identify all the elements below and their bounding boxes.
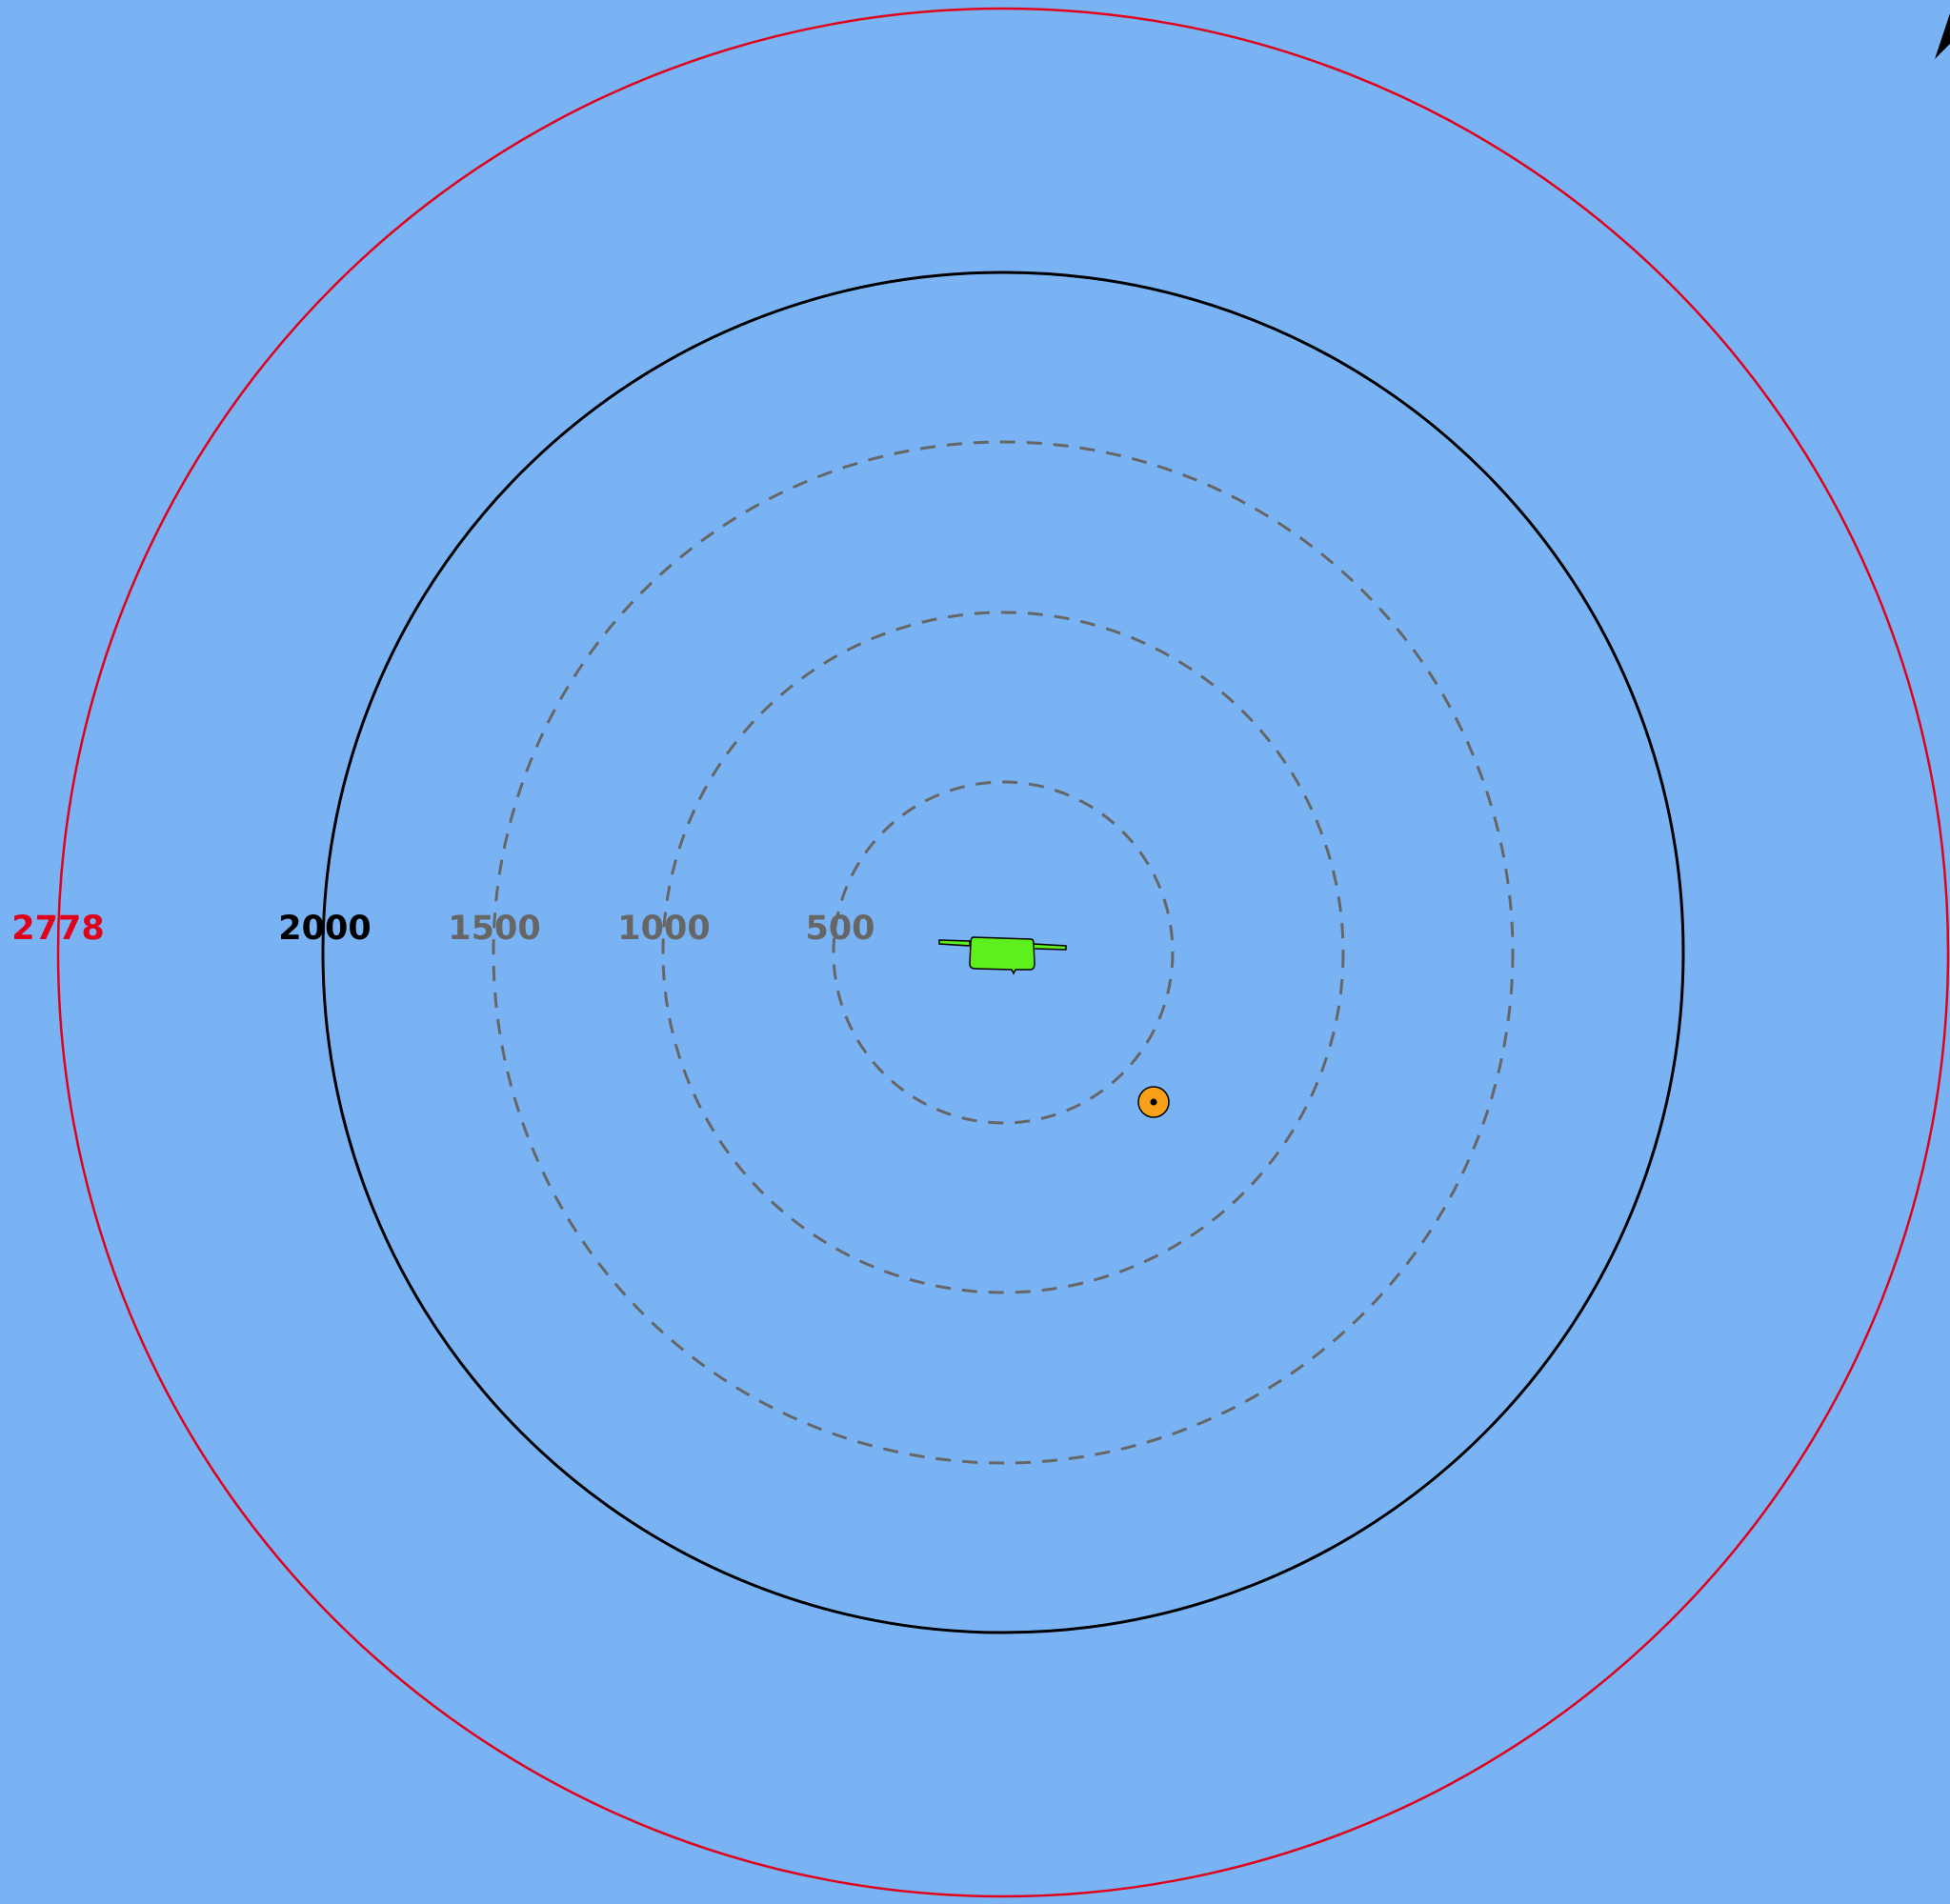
range-label-1500: 1500 (448, 910, 540, 948)
vessel-left-boom (938, 939, 971, 947)
range-rings (56, 7, 1950, 1898)
north-arrow-icon[interactable] (1935, 13, 1950, 59)
vessel-icon[interactable] (938, 936, 1067, 975)
vessel-hull (969, 936, 1035, 975)
range-label-500: 500 (805, 910, 874, 948)
range-ring-1500 (492, 440, 1515, 1465)
range-ring-500 (832, 780, 1175, 1125)
buoy-center-dot (1150, 1098, 1157, 1106)
buoy-marker-icon[interactable] (1137, 1086, 1170, 1118)
north-arrow-shape (1935, 13, 1950, 59)
range-label-1000: 1000 (617, 910, 710, 948)
range-ring-2778 (56, 7, 1950, 1898)
range-ring-labels: 500 1000 1500 2000 2778 (11, 910, 874, 948)
range-ring-1000 (661, 611, 1345, 1294)
range-label-2000: 2000 (278, 910, 371, 948)
range-label-2778: 2778 (11, 910, 104, 948)
range-ring-2000 (321, 271, 1685, 1634)
